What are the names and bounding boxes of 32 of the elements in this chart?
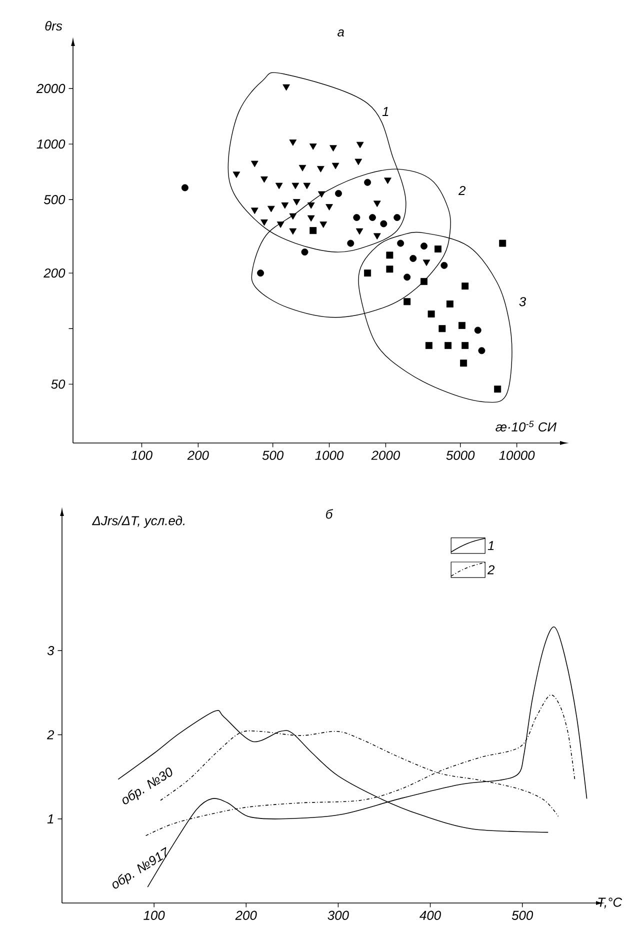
y-tick-label: 2000 xyxy=(36,84,66,94)
x-tick-label: 1000 xyxy=(315,450,344,460)
y-tick-label: 1000 xyxy=(36,139,66,149)
chart-title: а xyxy=(338,29,344,36)
x-tick-label: 200 xyxy=(235,910,257,920)
annotation: 1 xyxy=(382,107,388,116)
x-tick-label: 10000 xyxy=(499,450,535,460)
x-tick-label: 5000 xyxy=(446,450,475,460)
legend-label: 1 xyxy=(488,541,494,550)
x-tick-label: 100 xyxy=(131,450,152,460)
x-tick-label: 500 xyxy=(512,910,534,920)
y-tick-label: 200 xyxy=(44,268,66,278)
x-tick-label: 500 xyxy=(262,450,284,460)
annotation: 2 xyxy=(458,186,466,196)
x-tick-label: 400 xyxy=(420,910,441,920)
annotation: 3 xyxy=(519,297,526,306)
y-tick-label: 50 xyxy=(51,380,66,389)
annotation: обр. №30 xyxy=(122,768,172,804)
x-axis-title: T,°C xyxy=(598,898,622,908)
y-tick-label: 3 xyxy=(47,646,54,656)
x-tick-label: 100 xyxy=(144,910,165,920)
y-tick-label: 500 xyxy=(44,195,66,204)
chart-title: б xyxy=(326,509,334,519)
y-axis-title: ΔJrs/ΔT, усл.ед. xyxy=(92,516,184,528)
y-tick-label: 1 xyxy=(47,814,54,824)
y-axis-title: θrs xyxy=(45,21,62,31)
legend-label: 2 xyxy=(487,565,495,574)
x-tick-label: 2000 xyxy=(371,450,400,460)
x-axis-title: æ·10$^{-5}$ СИ xyxy=(496,420,556,432)
x-tick-label: 300 xyxy=(328,910,349,920)
x-tick-label: 200 xyxy=(187,450,209,460)
y-tick-label: 2 xyxy=(46,730,54,740)
